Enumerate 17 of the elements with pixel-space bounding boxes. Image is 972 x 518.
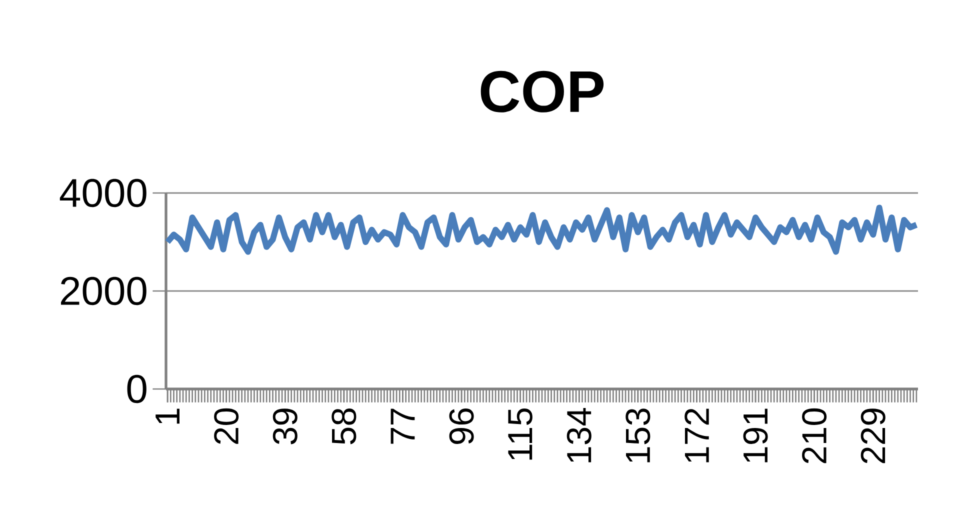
y-tick-label: 2000 xyxy=(60,276,146,306)
x-tick-label: 153 xyxy=(626,408,650,462)
x-tick-label: 58 xyxy=(332,408,356,444)
x-tick-label: 210 xyxy=(802,408,827,464)
x-tick-label: 191 xyxy=(743,408,768,462)
y-tick-label: 4000 xyxy=(60,178,146,208)
x-tick-label: 1 xyxy=(156,408,180,424)
y-tick-label: 0 xyxy=(127,374,146,404)
x-tick-label: 134 xyxy=(566,408,592,462)
x-tick-label: 39 xyxy=(272,408,298,444)
x-tick-label: 77 xyxy=(390,408,415,444)
x-tick-label: 229 xyxy=(860,408,886,464)
x-tick-label: 96 xyxy=(449,408,474,444)
chart-title: COP xyxy=(480,70,604,112)
x-tick-label: 20 xyxy=(214,408,239,444)
x-tick-label: 172 xyxy=(684,408,709,462)
x-tick-label: 115 xyxy=(508,408,532,460)
